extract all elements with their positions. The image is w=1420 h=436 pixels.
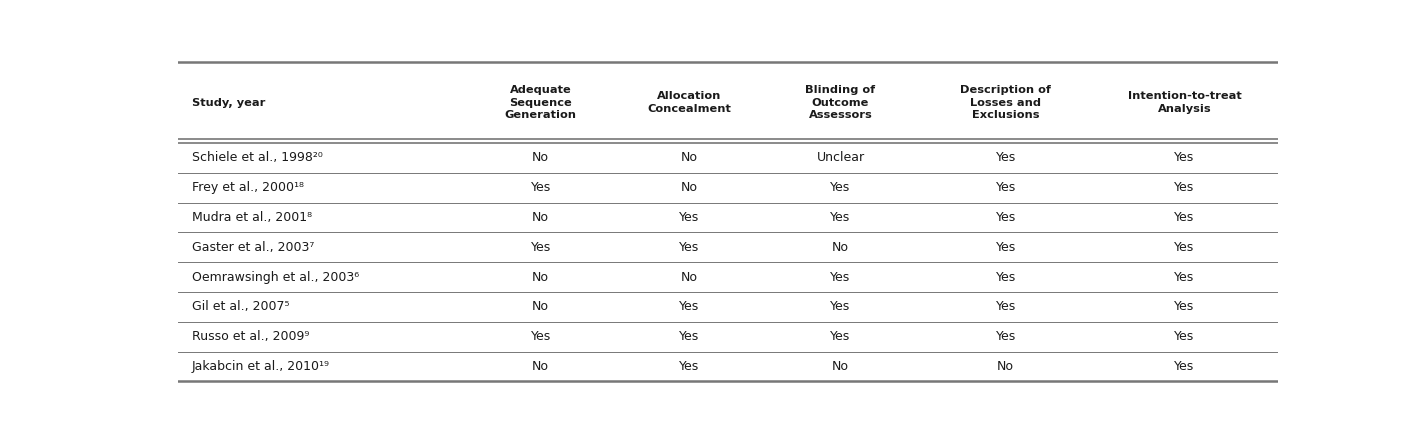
Text: Yes: Yes — [679, 300, 700, 313]
Text: Jakabcin et al., 2010¹⁹: Jakabcin et al., 2010¹⁹ — [192, 360, 329, 373]
Text: Yes: Yes — [1174, 360, 1194, 373]
Text: Yes: Yes — [831, 271, 851, 283]
Text: Intention-to-treat
Analysis: Intention-to-treat Analysis — [1127, 92, 1241, 114]
Text: Yes: Yes — [1174, 211, 1194, 224]
Text: No: No — [680, 151, 697, 164]
Text: Study, year: Study, year — [192, 98, 266, 108]
Text: Oemrawsingh et al., 2003⁶: Oemrawsingh et al., 2003⁶ — [192, 271, 359, 283]
Text: No: No — [680, 181, 697, 194]
Text: Yes: Yes — [995, 181, 1015, 194]
Text: Yes: Yes — [1174, 241, 1194, 254]
Text: No: No — [832, 360, 849, 373]
Text: Mudra et al., 2001⁸: Mudra et al., 2001⁸ — [192, 211, 312, 224]
Text: No: No — [532, 151, 550, 164]
Text: Yes: Yes — [995, 330, 1015, 343]
Text: Yes: Yes — [1174, 300, 1194, 313]
Text: Schiele et al., 1998²⁰: Schiele et al., 1998²⁰ — [192, 151, 322, 164]
Text: Adequate
Sequence
Generation: Adequate Sequence Generation — [504, 85, 577, 120]
Text: No: No — [532, 271, 550, 283]
Text: Yes: Yes — [995, 151, 1015, 164]
Text: Yes: Yes — [1174, 151, 1194, 164]
Text: Gaster et al., 2003⁷: Gaster et al., 2003⁷ — [192, 241, 314, 254]
Text: No: No — [532, 300, 550, 313]
Text: Yes: Yes — [831, 181, 851, 194]
Text: Gil et al., 2007⁵: Gil et al., 2007⁵ — [192, 300, 290, 313]
Text: Yes: Yes — [1174, 330, 1194, 343]
Text: Frey et al., 2000¹⁸: Frey et al., 2000¹⁸ — [192, 181, 304, 194]
Text: Yes: Yes — [831, 300, 851, 313]
Text: Yes: Yes — [831, 211, 851, 224]
Text: Yes: Yes — [831, 330, 851, 343]
Text: Russo et al., 2009⁹: Russo et al., 2009⁹ — [192, 330, 310, 343]
Text: Yes: Yes — [1174, 181, 1194, 194]
Text: Description of
Losses and
Exclusions: Description of Losses and Exclusions — [960, 85, 1051, 120]
Text: Yes: Yes — [531, 181, 551, 194]
Text: Yes: Yes — [1174, 271, 1194, 283]
Text: Yes: Yes — [995, 211, 1015, 224]
Text: Yes: Yes — [679, 241, 700, 254]
Text: Yes: Yes — [995, 300, 1015, 313]
Text: No: No — [680, 271, 697, 283]
Text: Yes: Yes — [995, 241, 1015, 254]
Text: Unclear: Unclear — [816, 151, 865, 164]
Text: Yes: Yes — [679, 330, 700, 343]
Text: Yes: Yes — [679, 211, 700, 224]
Text: Yes: Yes — [679, 360, 700, 373]
Text: No: No — [832, 241, 849, 254]
Text: No: No — [997, 360, 1014, 373]
Text: No: No — [532, 360, 550, 373]
Text: Yes: Yes — [531, 330, 551, 343]
Text: Yes: Yes — [995, 271, 1015, 283]
Text: Blinding of
Outcome
Assessors: Blinding of Outcome Assessors — [805, 85, 876, 120]
Text: Allocation
Concealment: Allocation Concealment — [648, 92, 731, 114]
Text: Yes: Yes — [531, 241, 551, 254]
Text: No: No — [532, 211, 550, 224]
